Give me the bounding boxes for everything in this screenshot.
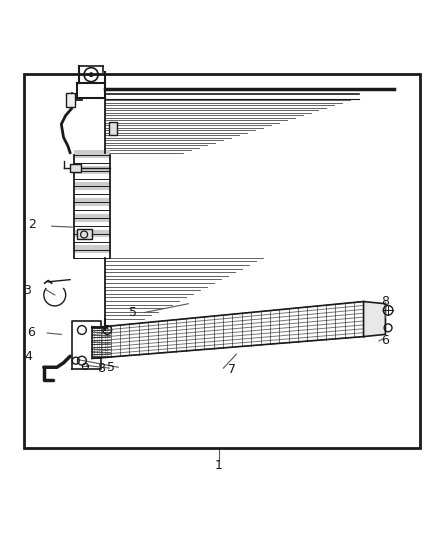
Text: 6: 6 (381, 335, 389, 348)
Bar (74, 214, 110, 222)
Bar (70, 165, 81, 172)
Bar (74, 198, 110, 206)
Bar (66, 93, 75, 107)
Text: 8: 8 (97, 361, 105, 375)
Text: 1: 1 (215, 459, 223, 472)
Bar (74, 150, 110, 158)
Bar (77, 229, 92, 239)
Text: 2: 2 (28, 219, 36, 231)
Text: 6: 6 (28, 326, 35, 338)
Bar (109, 122, 117, 135)
Bar (74, 166, 110, 174)
Circle shape (89, 73, 93, 76)
Text: 8: 8 (381, 295, 389, 308)
Bar (74, 230, 110, 238)
Text: 7: 7 (228, 363, 236, 376)
Bar (74, 245, 110, 253)
Text: 3: 3 (23, 284, 31, 297)
Polygon shape (364, 302, 385, 336)
Bar (24, 74, 420, 448)
Text: 4: 4 (24, 350, 32, 363)
Bar (74, 182, 110, 190)
Text: 5: 5 (129, 306, 137, 319)
Text: 5: 5 (107, 361, 115, 374)
